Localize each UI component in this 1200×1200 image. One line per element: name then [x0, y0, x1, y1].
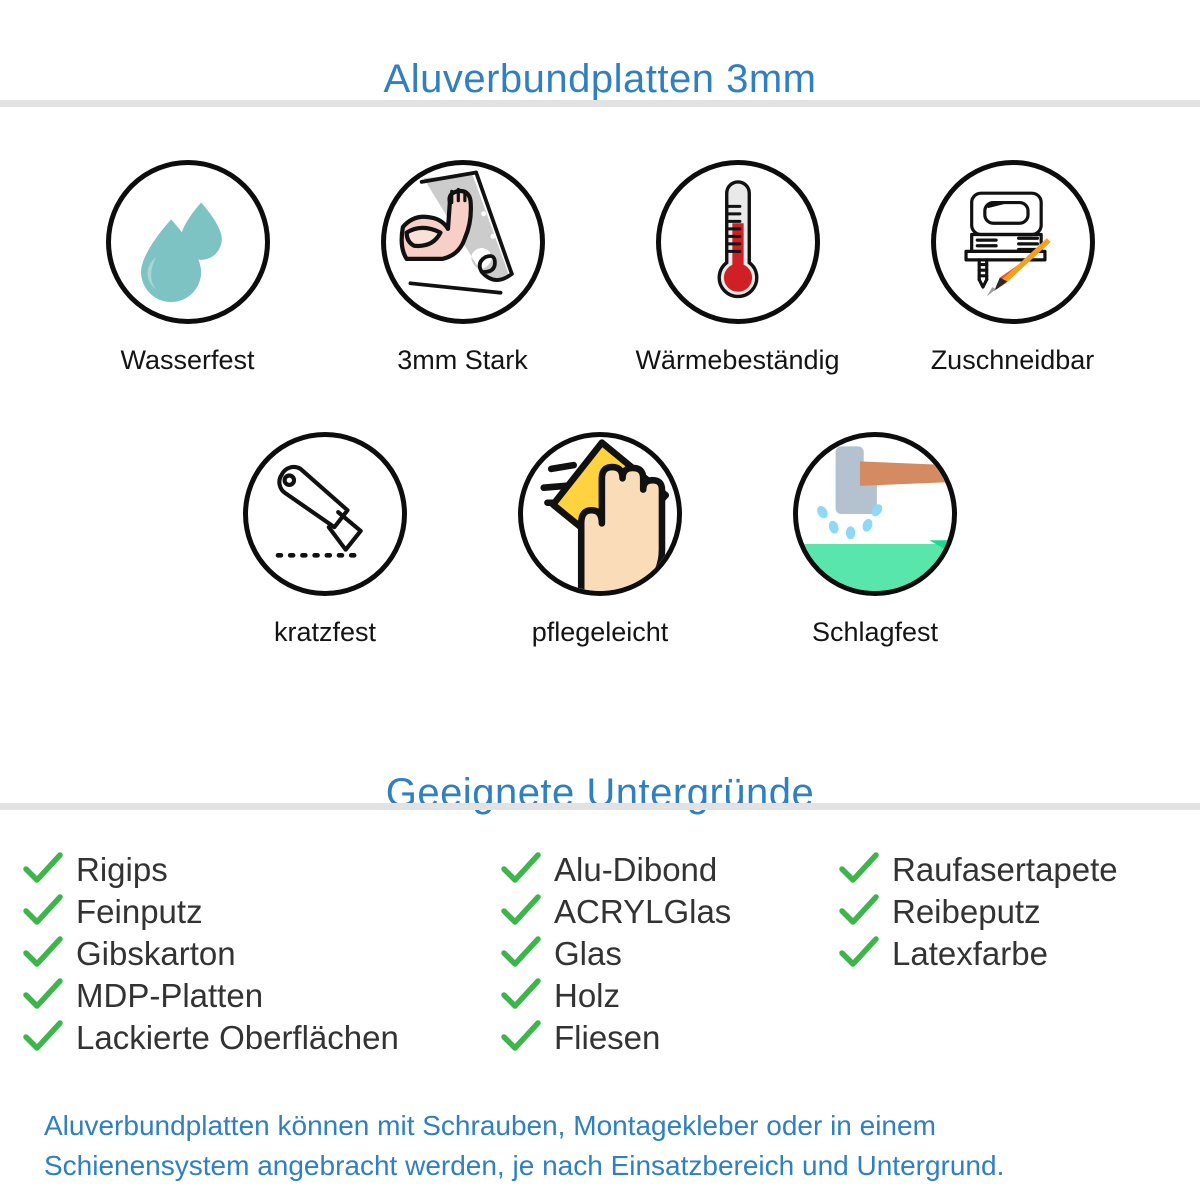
check-icon	[501, 1020, 541, 1051]
list-item-label: Rigips	[76, 850, 168, 888]
check-icon	[839, 852, 879, 883]
list-item: Fliesen	[500, 1016, 838, 1058]
feature-label: 3mm Stark	[397, 345, 528, 375]
footer-line-1: Aluverbundplatten können mit Schrauben, …	[44, 1110, 936, 1141]
feature-kratzfest: kratzfest	[188, 432, 463, 648]
scratch-knife-icon	[243, 432, 407, 596]
feature-pflegeleicht: pflegeleicht	[463, 432, 738, 648]
list-item-label: Fliesen	[554, 1018, 661, 1056]
substrates-column-1: Rigips Feinputz Gibskarton MDP-Platten L…	[22, 848, 500, 1058]
list-item-label: Gibskarton	[76, 934, 236, 972]
list-item: Latexfarbe	[838, 932, 1182, 974]
feature-label: Wasserfest	[120, 345, 255, 375]
thermometer-icon	[655, 160, 820, 324]
feature-schlagfest: Schlagfest	[738, 432, 1013, 648]
list-item: Feinputz	[22, 890, 500, 932]
check-icon	[23, 852, 63, 883]
list-item-label: Feinputz	[76, 892, 203, 930]
feature-waermebestaendig: Wärmebeständig	[600, 160, 875, 376]
list-item-label: Glas	[554, 934, 622, 972]
list-item-label: MDP-Platten	[76, 976, 264, 1014]
substrates-list: Rigips Feinputz Gibskarton MDP-Platten L…	[22, 848, 1182, 1058]
list-item-label: ACRYLGlas	[554, 892, 732, 930]
list-item: Glas	[500, 932, 838, 974]
divider-middle	[0, 803, 1200, 810]
list-item-label: Alu-Dibond	[554, 850, 718, 888]
feature-label: pflegeleicht	[531, 617, 669, 647]
list-item: Holz	[500, 974, 838, 1016]
check-icon	[501, 978, 541, 1009]
list-item-label: Raufasertapete	[892, 850, 1118, 888]
feature-label: Schlagfest	[811, 617, 939, 647]
list-item-label: Reibeputz	[892, 892, 1041, 930]
check-icon	[23, 894, 63, 925]
feature-wasserfest: Wasserfest	[50, 160, 325, 376]
check-icon	[23, 1020, 63, 1051]
check-icon	[501, 852, 541, 883]
page-title: Aluverbundplatten 3mm	[383, 56, 817, 101]
feature-row-2: kratzfest pflegeleicht	[0, 432, 1200, 648]
check-icon	[839, 894, 879, 925]
check-icon	[839, 936, 879, 967]
footer-line-2: Schienensystem angebracht werden, je nac…	[44, 1149, 1005, 1181]
feature-label: Wärmebeständig	[635, 345, 840, 375]
list-item: MDP-Platten	[22, 974, 500, 1016]
substrates-column-2: Alu-Dibond ACRYLGlas Glas Holz Fliesen	[500, 848, 838, 1058]
list-item: Raufasertapete	[838, 848, 1182, 890]
substrates-column-3: Raufasertapete Reibeputz Latexfarbe	[838, 848, 1182, 974]
list-item-label: Holz	[554, 976, 621, 1014]
check-icon	[501, 936, 541, 967]
cleaning-hand-icon	[518, 432, 682, 596]
check-icon	[23, 978, 63, 1009]
list-item: ACRYLGlas	[500, 890, 838, 932]
list-item-label: Latexfarbe	[892, 934, 1048, 972]
check-icon	[23, 936, 63, 967]
strong-arm-icon	[380, 160, 545, 324]
feature-label: kratzfest	[273, 617, 377, 647]
list-item: Gibskarton	[22, 932, 500, 974]
hammer-impact-icon	[793, 432, 957, 596]
feature-3mm-stark: 3mm Stark	[325, 160, 600, 376]
footer-note: Aluverbundplatten können mit Schrauben, …	[44, 1106, 1164, 1186]
water-drops-icon	[105, 160, 270, 324]
divider-top	[0, 100, 1200, 107]
feature-label: Zuschneidbar	[930, 345, 1095, 375]
list-item-label: Lackierte Oberflächen	[76, 1018, 399, 1056]
list-item: Alu-Dibond	[500, 848, 838, 890]
feature-row-1: Wasserfest 3mm Star	[0, 160, 1200, 376]
list-item: Rigips	[22, 848, 500, 890]
list-item: Lackierte Oberflächen	[22, 1016, 500, 1058]
list-item: Reibeputz	[838, 890, 1182, 932]
feature-zuschneidbar: Zuschneidbar	[875, 160, 1150, 376]
jigsaw-cutter-icon	[930, 160, 1095, 324]
check-icon	[501, 894, 541, 925]
